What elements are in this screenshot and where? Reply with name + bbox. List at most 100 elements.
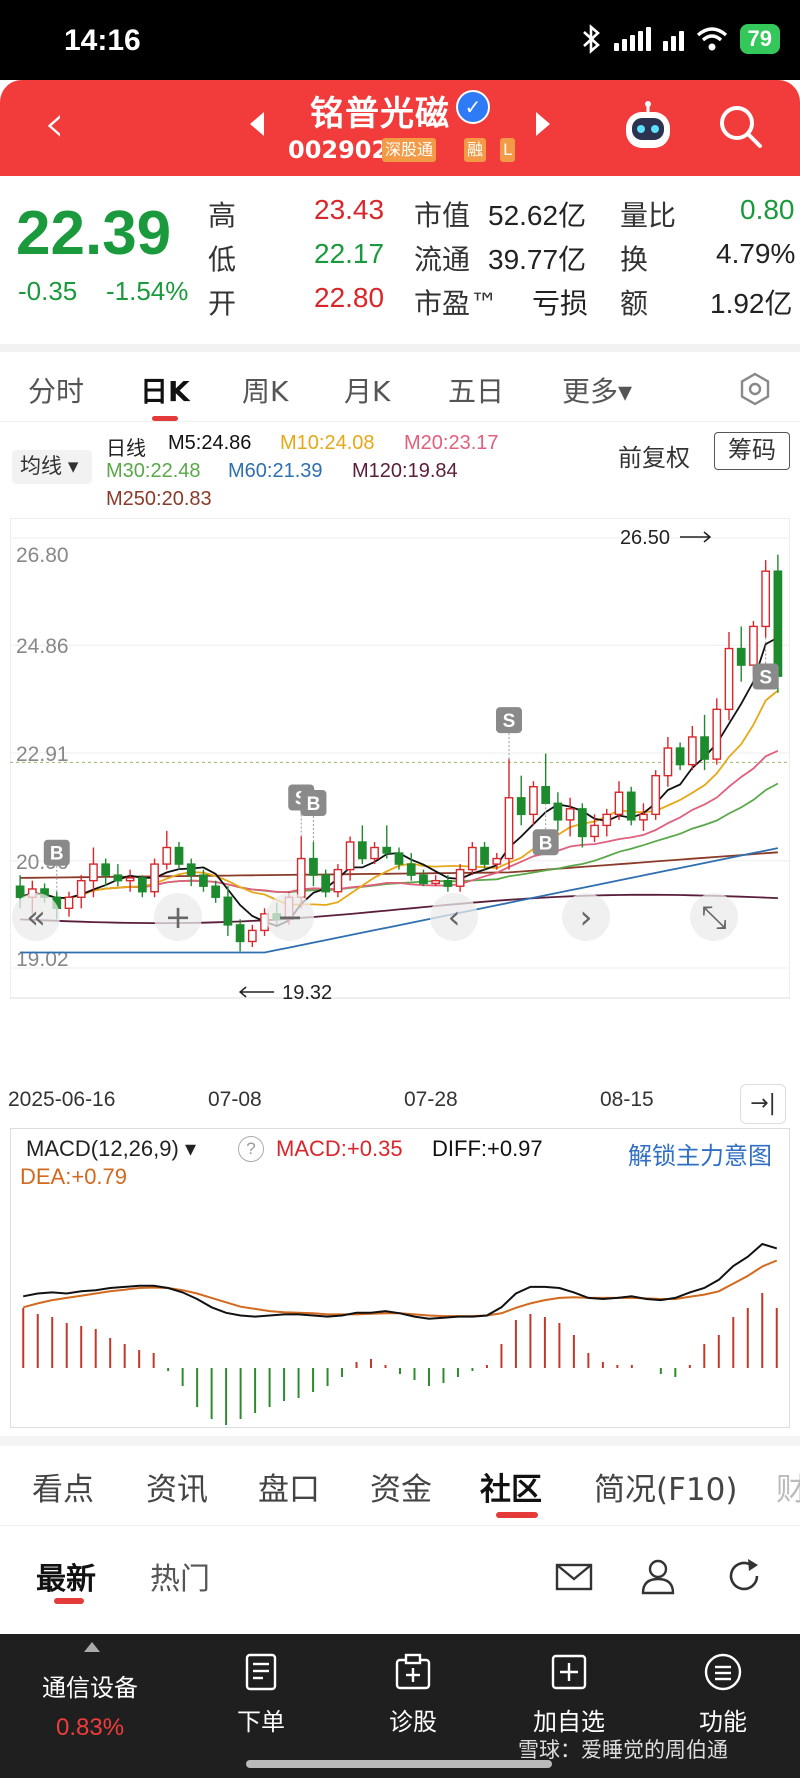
signal-badge [532,829,559,856]
next-stock-icon[interactable] [536,112,550,136]
chips-button[interactable]: 筹码 [714,432,790,470]
candle-body [480,846,489,865]
candle-body [516,797,526,816]
candle-body [113,874,123,882]
ma-legend: 均线 ▾ 日线 M5:24.86 M10:24.08 M20:23.17 M30… [0,424,800,514]
unlock-link[interactable]: 解锁主力意图 [628,1143,772,1170]
zoom-out-icon: − [277,898,304,936]
vr-value: 0.80 [740,194,795,225]
tab-news[interactable]: 资讯 [146,1472,208,1508]
y-tick-label: 19.02 [16,948,69,971]
tab-hot[interactable]: 热门 [150,1562,210,1597]
tab-order-book[interactable]: 盘口 [258,1472,320,1508]
search-icon[interactable] [716,102,764,150]
fullscreen-icon: ⤡ [701,898,727,936]
chart-frame [10,518,790,999]
candle-body [626,791,636,821]
sector-name[interactable]: 通信设备 [42,1674,138,1702]
add-watchlist-button[interactable]: 加自选 [514,1652,624,1737]
last-price: 22.39 [16,199,172,268]
mail-icon[interactable] [554,1556,594,1596]
tab-monthly-k[interactable]: 月K [344,375,391,408]
tab-finance[interactable]: 财 [776,1472,800,1508]
back-icon[interactable]: ‹ [44,94,65,154]
dea-value: DEA:+0.79 [20,1164,128,1189]
chart-period-tabs: 分时 日K 周K 月K 五日 更多▾ [0,352,800,422]
wifi-icon [696,27,727,51]
signal-badge [300,789,327,816]
candle-body [614,791,624,816]
zoom-out-icon-bg [266,893,314,941]
candle-body [186,863,196,876]
signal-icon [613,27,651,51]
tab-five-day[interactable]: 五日 [448,375,505,408]
jump-to-latest-button[interactable]: →| [740,1084,786,1124]
ma250-line [20,851,778,879]
candle-body [651,774,661,816]
x-tick: 07-28 [404,1088,458,1111]
kline-chart[interactable]: 26.8024.8622.9120.9619.02BSBSBS26.5019.3… [10,518,790,1070]
tab-intraday[interactable]: 分时 [28,375,85,408]
min-arrow [238,986,275,998]
tab-underline [496,1512,538,1518]
macd-legend: MACD(12,26,9) ▾ ? MACD:+0.35 DIFF:+0.97 … [0,1136,800,1196]
tab-latest[interactable]: 最新 [36,1562,96,1597]
diff-value: DIFF:+0.97 [432,1136,543,1161]
robot-assistant-icon[interactable] [622,100,674,152]
candle-body [199,874,208,887]
amount-value: 1.92亿 [710,288,793,319]
zoom-in-icon-bg [154,893,202,941]
diagnose-icon [395,1653,431,1690]
tab-more[interactable]: 更多▾ [562,375,633,408]
home-indicator[interactable] [246,1760,552,1768]
adjust-mode[interactable]: 前复权 [618,445,690,472]
low-value: 22.17 [314,238,385,269]
collapse-icon-bg [12,893,60,941]
x-tick: 08-15 [600,1088,654,1111]
candle-body [675,747,685,766]
menu-icon [704,1653,742,1691]
macd-panel [10,1128,790,1428]
tab-weekly-k[interactable]: 周K [242,375,289,408]
add-watchlist-label: 加自选 [533,1708,605,1736]
ma-selector[interactable]: 均线 ▾ [12,450,92,484]
tab-profile[interactable]: 简况(F10) [594,1472,738,1508]
candle-body [406,863,416,876]
tab-community[interactable]: 社区 [480,1472,542,1508]
float-label: 流通 [414,243,471,276]
help-icon[interactable]: ? [238,1136,264,1162]
order-button[interactable]: 下单 [206,1652,316,1737]
scroll-left-icon-bg [430,893,478,941]
candle-body [162,846,172,865]
amount-label: 额 [620,287,649,320]
candle-body [101,863,111,876]
prev-stock-icon[interactable] [250,112,264,136]
tab-underline [54,1598,84,1604]
signal-label: S [503,711,516,732]
macd-selector[interactable]: MACD(12,26,9) ▾ [26,1136,196,1161]
diagnose-button[interactable]: 诊股 [358,1652,468,1737]
user-icon[interactable] [638,1556,678,1596]
price-change: -0.35 [18,276,78,306]
tab-highlights[interactable]: 看点 [32,1472,94,1508]
expand-icon[interactable] [84,1642,100,1652]
signal-badge [496,707,522,734]
signal-label: B [307,794,321,815]
tab-daily-k[interactable]: 日K [140,375,190,408]
divider [0,1436,800,1446]
tag-connect: 深股通 [382,138,437,162]
function-button[interactable]: 功能 [668,1652,778,1737]
refresh-icon[interactable] [724,1556,764,1596]
mktcap-value: 52.62亿 [488,200,587,231]
tab-capital[interactable]: 资金 [370,1472,432,1508]
candle-body [150,863,159,893]
x-tick: 2025-06-16 [8,1088,116,1111]
settings-icon[interactable] [738,372,772,406]
order-icon [245,1653,277,1691]
candle-body [309,857,318,876]
candle-body [89,863,98,882]
signal-label: S [759,667,772,688]
candle-body [541,786,551,804]
min-price-label: 19.32 [282,982,332,1004]
high-value: 23.43 [314,194,385,225]
